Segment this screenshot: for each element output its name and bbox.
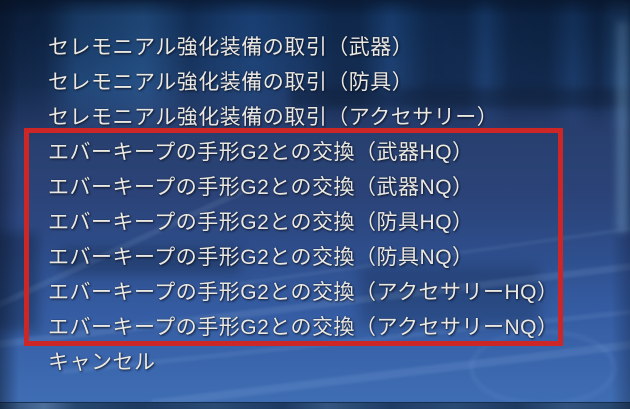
dialog-option-ceremonial-accessory[interactable]: セレモニアル強化装備の取引（アクセサリー）	[48, 106, 499, 129]
dialog-option-ceremonial-weapon[interactable]: セレモニアル強化装備の取引（武器）	[48, 36, 414, 59]
dialog-option-voucher-accessory-nq[interactable]: エバーキープの手形G2との交換（アクセサリーNQ）	[48, 316, 559, 339]
dialog-option-cancel[interactable]: キャンセル	[48, 351, 156, 374]
dialog-option-ceremonial-armor[interactable]: セレモニアル強化装備の取引（防具）	[48, 71, 414, 94]
dialog-option-voucher-weapon-nq[interactable]: エバーキープの手形G2との交換（武器NQ）	[48, 176, 474, 199]
scene-bottom-strip	[0, 402, 630, 409]
annotation-highlight-box	[24, 128, 563, 346]
dialog-option-voucher-weapon-hq[interactable]: エバーキープの手形G2との交換（武器HQ）	[48, 141, 474, 164]
dialog-option-voucher-armor-nq[interactable]: エバーキープの手形G2との交換（防具NQ）	[48, 246, 474, 269]
choice-dialog-menu: セレモニアル強化装備の取引（武器） セレモニアル強化装備の取引（防具） セレモニ…	[48, 30, 559, 380]
background-light-strip	[617, 22, 629, 232]
dialog-option-voucher-accessory-hq[interactable]: エバーキープの手形G2との交換（アクセサリーHQ）	[48, 281, 559, 304]
dialog-option-voucher-armor-hq[interactable]: エバーキープの手形G2との交換（防具HQ）	[48, 211, 474, 234]
